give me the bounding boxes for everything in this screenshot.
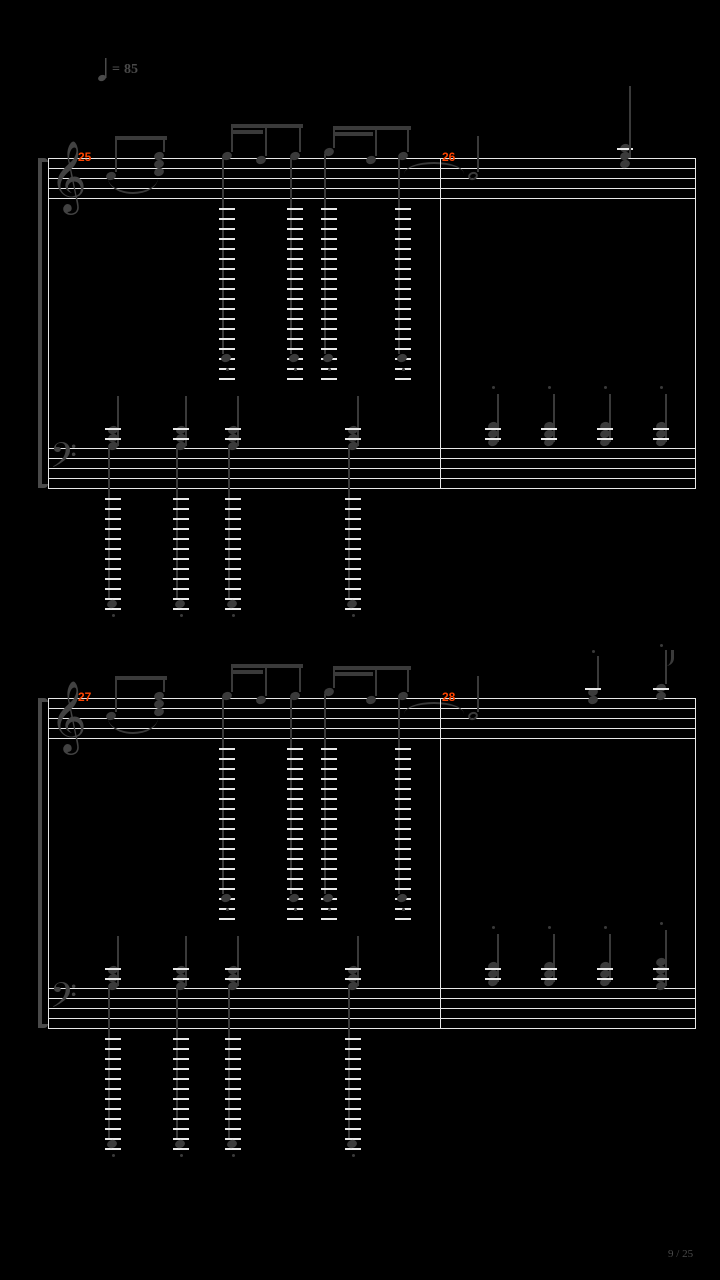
quarter-note-icon — [98, 58, 108, 82]
barline — [440, 698, 441, 1028]
barline — [695, 158, 696, 488]
slur — [108, 178, 158, 194]
barline — [48, 698, 49, 1028]
bass-clef-icon: 𝄢 — [50, 980, 77, 1022]
treble-staff: 𝄞 — [48, 698, 696, 738]
grand-staff-system: 𝄞 𝄢 25 26 — [48, 148, 696, 488]
measure-number: 27 — [78, 690, 91, 704]
sheet-music-page: = 85 𝄞𝄢2526𝄞𝄢2728 9 / 25 — [0, 0, 720, 1280]
tempo-equals: = — [112, 62, 120, 78]
barline — [48, 158, 49, 488]
measure-number: 28 — [442, 690, 455, 704]
grand-staff-system: 𝄞 𝄢 27 28 — [48, 688, 696, 1028]
system-bracket — [38, 158, 44, 488]
page-number: 9 / 25 — [668, 1248, 693, 1260]
bass-clef-icon: 𝄢 — [50, 440, 77, 482]
measure-number: 25 — [78, 150, 91, 164]
system-bracket — [38, 698, 44, 1028]
tempo-value: 85 — [124, 62, 138, 78]
barline — [440, 158, 441, 488]
slur — [108, 718, 158, 734]
bass-staff: 𝄢 — [48, 988, 696, 1028]
tempo-marking: = 85 — [98, 58, 138, 82]
measure-number: 26 — [442, 150, 455, 164]
treble-staff: 𝄞 — [48, 158, 696, 198]
bass-staff: 𝄢 — [48, 448, 696, 488]
barline — [695, 698, 696, 1028]
